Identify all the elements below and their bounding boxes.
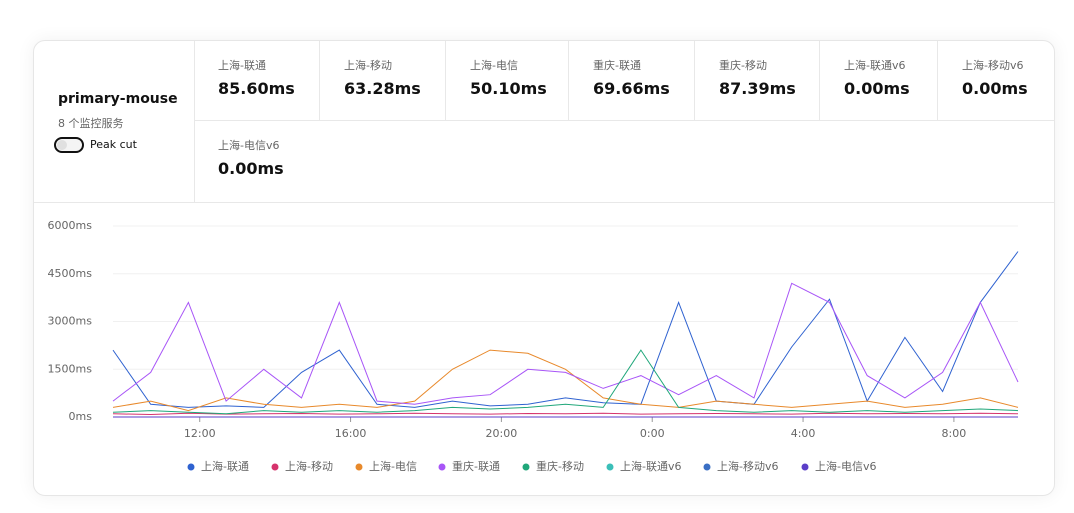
stat-label: 上海-联通v6 — [844, 59, 906, 72]
x-tick-label: 16:00 — [335, 427, 367, 440]
legend-marker — [703, 463, 711, 471]
x-tick-label: 12:00 — [184, 427, 216, 440]
legend-marker — [606, 463, 614, 471]
stat-cell: 上海-电信 50.10ms — [446, 41, 569, 121]
series-line — [112, 412, 1019, 416]
legend-marker — [355, 463, 363, 471]
legend-label: 重庆-联通 — [452, 459, 500, 473]
y-tick-label: 6000ms — [48, 219, 93, 232]
stat-label: 重庆-移动 — [719, 59, 767, 72]
stat-value: 0.00ms — [962, 79, 1028, 98]
legend-marker — [438, 463, 446, 471]
server-name: primary-mouse — [58, 91, 178, 107]
x-tick-label: 8:00 — [942, 427, 967, 440]
stat-cell: 上海-联通 85.60ms — [194, 41, 320, 121]
x-tick-label: 4:00 — [791, 427, 816, 440]
y-tick-label: 4500ms — [48, 267, 93, 280]
stat-label: 上海-移动 — [344, 59, 392, 72]
stat-cell: 上海-移动v6 0.00ms — [938, 41, 1054, 121]
server-info: primary-mouse 8 个监控服务 Peak cut — [34, 41, 195, 203]
x-tick-label: 20:00 — [486, 427, 518, 440]
divider — [34, 202, 1054, 203]
series-line — [112, 282, 1019, 405]
legend-marker — [187, 463, 195, 471]
stat-cell: 上海-移动 63.28ms — [320, 41, 446, 121]
stat-value: 0.00ms — [844, 79, 910, 98]
stat-value: 50.10ms — [470, 79, 547, 98]
stat-value: 87.39ms — [719, 79, 796, 98]
server-card: primary-mouse 8 个监控服务 Peak cut 上海-联通 85.6… — [33, 40, 1055, 496]
stat-label: 上海-联通 — [218, 59, 266, 72]
stat-cell: 重庆-移动 87.39ms — [695, 41, 820, 121]
legend-marker — [522, 463, 530, 471]
stat-cell: 上海-联通v6 0.00ms — [820, 41, 938, 121]
legend-marker — [271, 463, 279, 471]
stat-label: 上海-移动v6 — [962, 59, 1024, 72]
toggle-label: Peak cut — [90, 138, 137, 151]
legend-marker — [801, 463, 809, 471]
legend-label: 上海-电信 — [369, 459, 417, 473]
stat-value: 0.00ms — [218, 159, 284, 178]
stat-label: 上海-电信 — [470, 59, 518, 72]
stat-cell: 上海-电信v6 0.00ms — [194, 121, 320, 202]
legend-label: 上海-移动 — [285, 459, 333, 473]
y-tick-label: 3000ms — [48, 315, 93, 328]
legend-label: 上海-联通 — [201, 459, 249, 473]
stat-value: 69.66ms — [593, 79, 670, 98]
legend-label: 上海-电信v6 — [815, 459, 876, 473]
stat-label: 重庆-联通 — [593, 59, 641, 72]
server-subtitle: 8 个监控服务 — [58, 117, 124, 130]
peak-cut-toggle[interactable] — [54, 137, 84, 153]
stat-value: 63.28ms — [344, 79, 421, 98]
x-tick-label: 0:00 — [640, 427, 665, 440]
y-tick-label: 0ms — [69, 410, 93, 423]
stat-cell: 重庆-联通 69.66ms — [569, 41, 695, 121]
legend-label: 上海-联通v6 — [620, 459, 681, 473]
series-line — [112, 349, 1019, 415]
y-tick-label: 1500ms — [48, 362, 93, 375]
stat-value: 85.60ms — [218, 79, 295, 98]
series-line — [112, 349, 1019, 412]
legend-label: 重庆-移动 — [536, 459, 584, 473]
legend-label: 上海-移动v6 — [717, 459, 778, 473]
stat-label: 上海-电信v6 — [218, 139, 280, 152]
